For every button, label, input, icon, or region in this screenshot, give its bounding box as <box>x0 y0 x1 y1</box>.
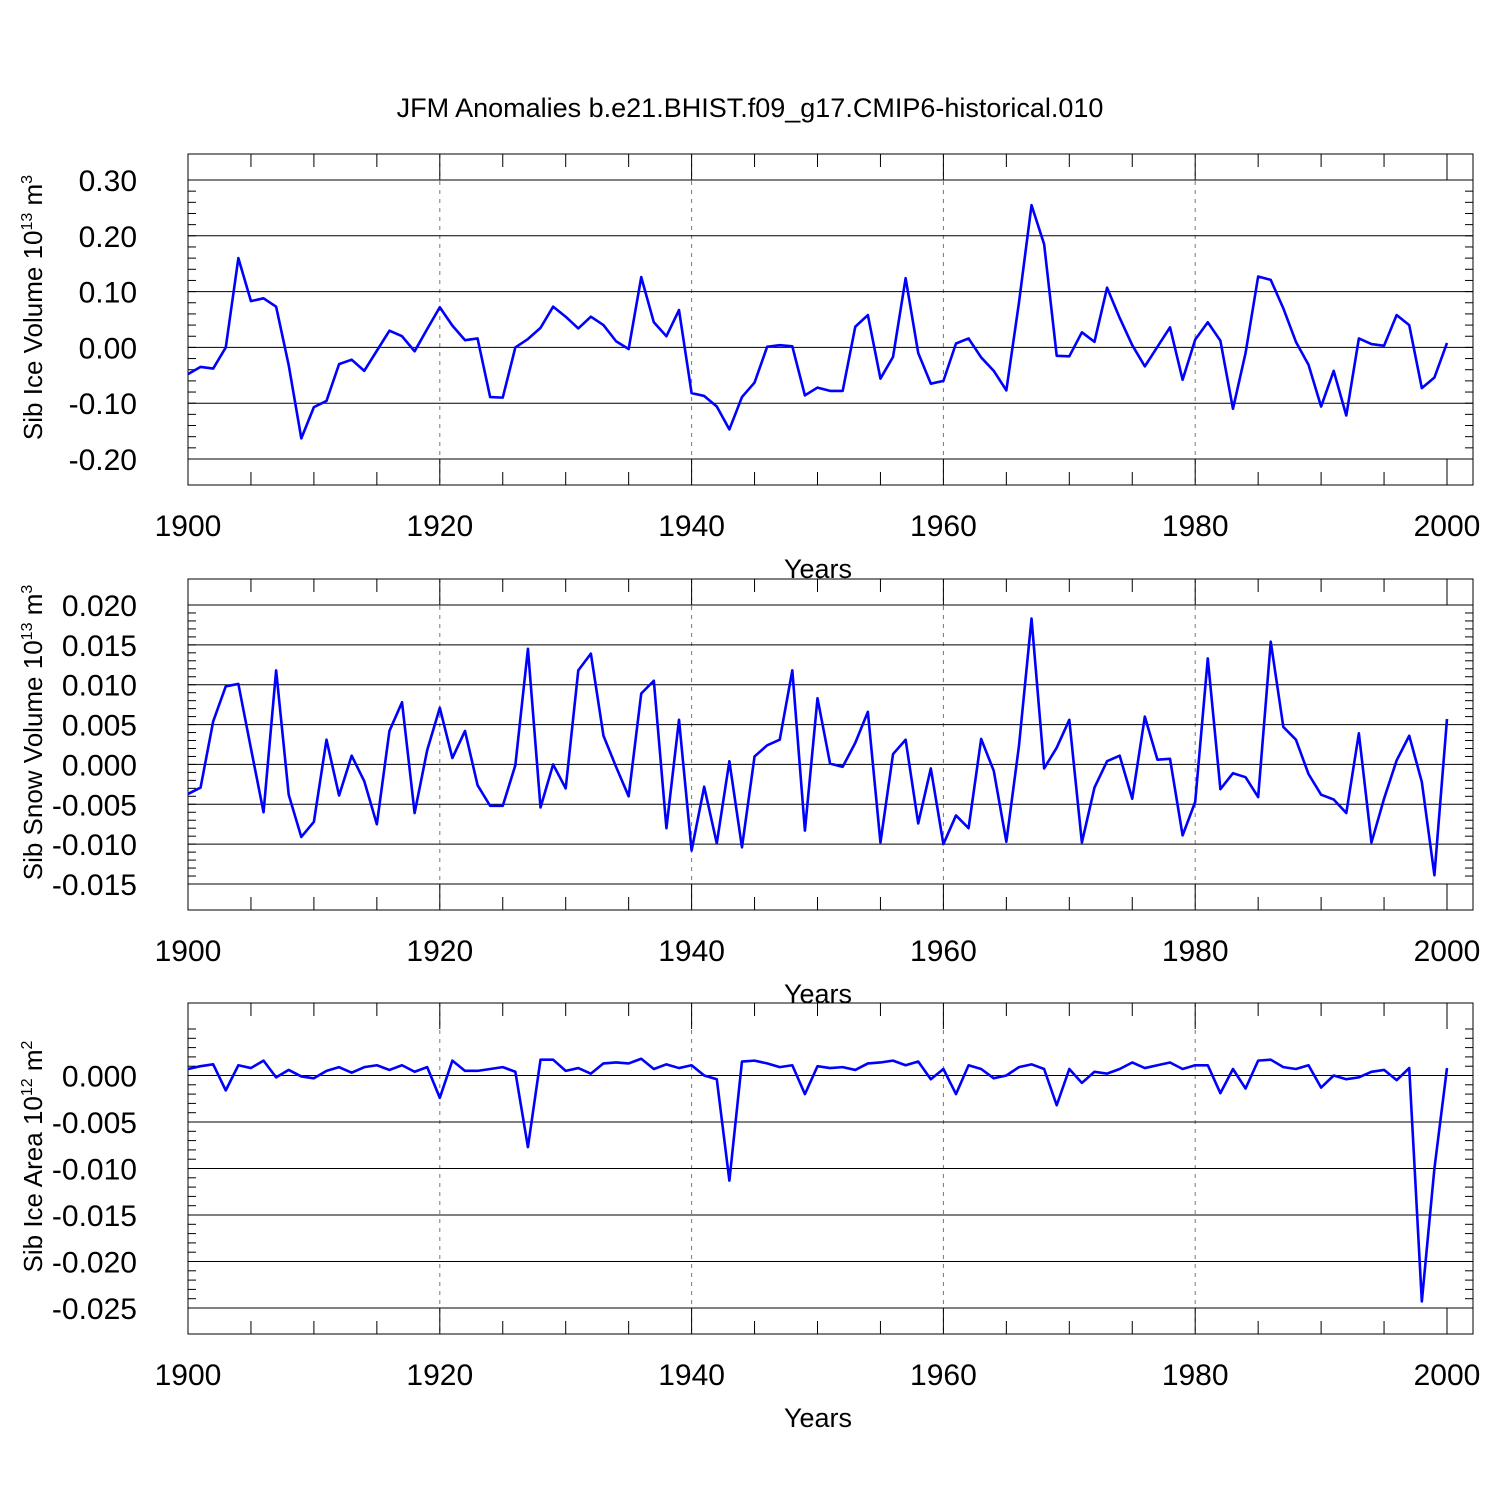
y-tick-label: 0.00 <box>79 332 137 365</box>
y-tick-label: -0.10 <box>69 388 137 421</box>
x-tick-label: 1960 <box>910 935 977 968</box>
y-tick-label: -0.020 <box>52 1247 137 1280</box>
panel-ice-area: -0.025 -0.020 -0.015 -0.010 -0.005 0.000 1900 1… <box>18 1002 1481 1433</box>
panel-ice-volume: -0.20 -0.10 0.00 0.10 0.20 0.30 1900 1920 1940 19… <box>18 153 1481 584</box>
series-line <box>187 1057 1449 1303</box>
series-line <box>187 203 1449 440</box>
y-tick-label: -0.005 <box>52 789 137 822</box>
y-tick-label: -0.005 <box>52 1107 137 1140</box>
x-axis-label: Years <box>784 1403 852 1433</box>
panel-snow-volume: -0.015 -0.010 -0.005 0.000 0.005 0.010 0.015 0.… <box>18 578 1481 1009</box>
y-tick-label: 0.020 <box>62 590 137 623</box>
y-tick-label: -0.20 <box>69 444 137 477</box>
y-tick-label: -0.015 <box>52 869 137 902</box>
y-tick-label: 0.000 <box>62 1061 137 1094</box>
x-tick-label: 2000 <box>1414 1359 1481 1392</box>
y-tick-label: -0.025 <box>52 1293 137 1326</box>
y-tick-label: -0.010 <box>52 829 137 862</box>
x-tick-label: 1980 <box>1162 1359 1229 1392</box>
x-tick-label: 1960 <box>910 510 977 543</box>
y-tick-label: 0.30 <box>79 165 137 198</box>
x-tick-label: 1900 <box>155 510 222 543</box>
x-tick-label: 1940 <box>658 1359 725 1392</box>
y-tick-label: 0.20 <box>79 221 137 254</box>
x-tick-label: 1960 <box>910 1359 977 1392</box>
y-tick-label: 0.005 <box>62 710 137 743</box>
y-axis-label: Sib Ice Area 1012 m2 <box>18 1040 48 1272</box>
y-tick-label: -0.010 <box>52 1154 137 1187</box>
chart-title: JFM Anomalies b.e21.BHIST.f09_g17.CMIP6-… <box>397 93 1104 123</box>
y-axis-label: Sib Snow Volume 1013 m3 <box>18 585 48 881</box>
x-tick-label: 1980 <box>1162 510 1229 543</box>
x-tick-label: 1940 <box>658 510 725 543</box>
y-tick-label: 0.000 <box>62 749 137 782</box>
plot-frame <box>187 153 1474 486</box>
x-tick-label: 2000 <box>1414 510 1481 543</box>
x-tick-label: 1920 <box>406 510 473 543</box>
y-tick-label: -0.015 <box>52 1200 137 1233</box>
y-tick-label: 0.10 <box>79 277 137 310</box>
x-tick-label: 1900 <box>155 935 222 968</box>
series-line <box>187 617 1449 877</box>
x-tick-label: 1980 <box>1162 935 1229 968</box>
y-axis-label: Sib Ice Volume 1013 m3 <box>18 175 48 440</box>
plot-frame <box>187 578 1474 911</box>
x-tick-label: 1920 <box>406 1359 473 1392</box>
x-tick-label: 2000 <box>1414 935 1481 968</box>
y-tick-label: 0.010 <box>62 670 137 703</box>
x-tick-label: 1920 <box>406 935 473 968</box>
x-tick-label: 1900 <box>155 1359 222 1392</box>
x-tick-label: 1940 <box>658 935 725 968</box>
y-tick-label: 0.015 <box>62 630 137 663</box>
